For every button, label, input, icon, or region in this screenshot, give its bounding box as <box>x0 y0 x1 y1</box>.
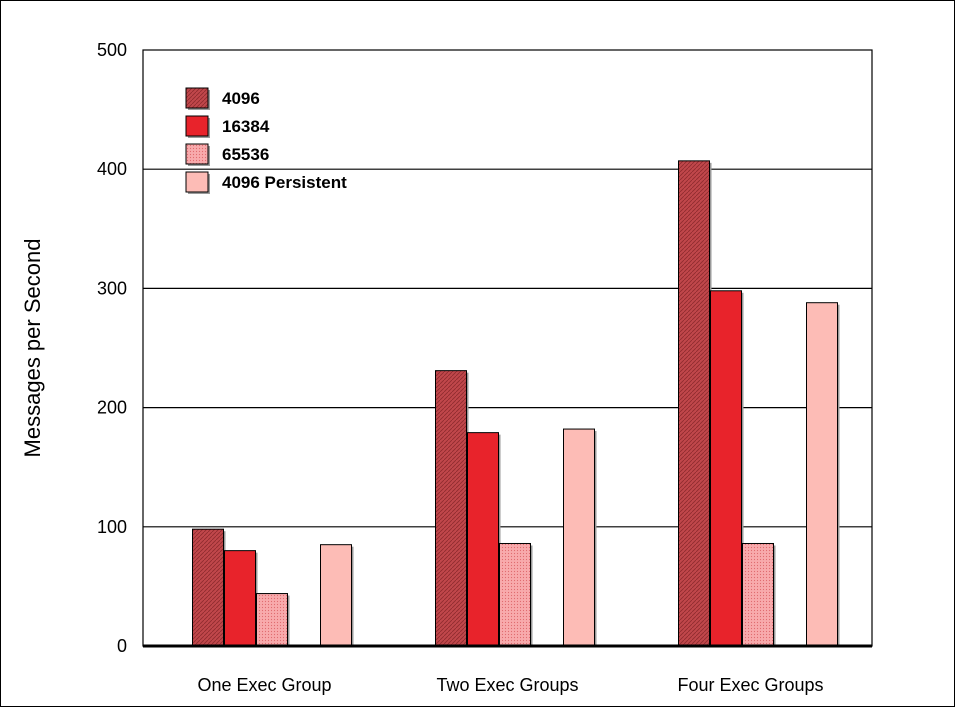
legend: 4096 16384 65536 4096 Persistent <box>185 87 347 194</box>
x-tick-label: One Exec Group <box>197 675 331 695</box>
y-tick-label: 200 <box>97 398 127 418</box>
legend-item: 16384 <box>185 115 270 138</box>
y-axis-label: Messages per Second <box>20 239 45 458</box>
legend-item: 65536 <box>185 143 269 166</box>
bar-4096-0 <box>192 528 224 647</box>
y-tick-label: 0 <box>117 636 127 656</box>
y-tick-label: 100 <box>97 517 127 537</box>
legend-swatch <box>185 143 209 165</box>
bar-65536-0 <box>256 593 288 647</box>
bar-4096-persistent-2 <box>806 302 838 647</box>
legend-swatch <box>185 171 209 193</box>
legend-swatch <box>185 115 209 137</box>
bar-4096-1 <box>435 370 467 647</box>
legend-item: 4096 <box>185 87 260 110</box>
legend-label: 16384 <box>222 117 270 136</box>
x-axis-ticks: One Exec Group Two Exec Groups Four Exec G… <box>197 675 823 695</box>
y-axis-ticks: 0 100 200 300 400 500 <box>97 40 127 656</box>
bars <box>192 160 840 647</box>
legend-swatch <box>185 87 209 109</box>
bar-4096-persistent-1 <box>563 428 595 647</box>
y-tick-label: 300 <box>97 278 127 298</box>
legend-label: 65536 <box>222 145 269 164</box>
y-tick-label: 400 <box>97 159 127 179</box>
legend-label: 4096 <box>222 89 260 108</box>
y-tick-label: 500 <box>97 40 127 60</box>
bar-16384-1 <box>467 432 499 647</box>
gridlines <box>143 168 872 528</box>
x-tick-label: Two Exec Groups <box>436 675 578 695</box>
legend-item: 4096 Persistent <box>185 171 347 194</box>
bar-65536-1 <box>499 542 531 647</box>
x-tick-label: Four Exec Groups <box>677 675 823 695</box>
bar-16384-2 <box>710 290 742 647</box>
bar-16384-0 <box>224 550 256 647</box>
bar-4096-persistent-0 <box>320 544 352 647</box>
legend-label: 4096 Persistent <box>222 173 347 192</box>
bar-65536-2 <box>742 542 774 647</box>
bar-4096-2 <box>678 160 710 647</box>
